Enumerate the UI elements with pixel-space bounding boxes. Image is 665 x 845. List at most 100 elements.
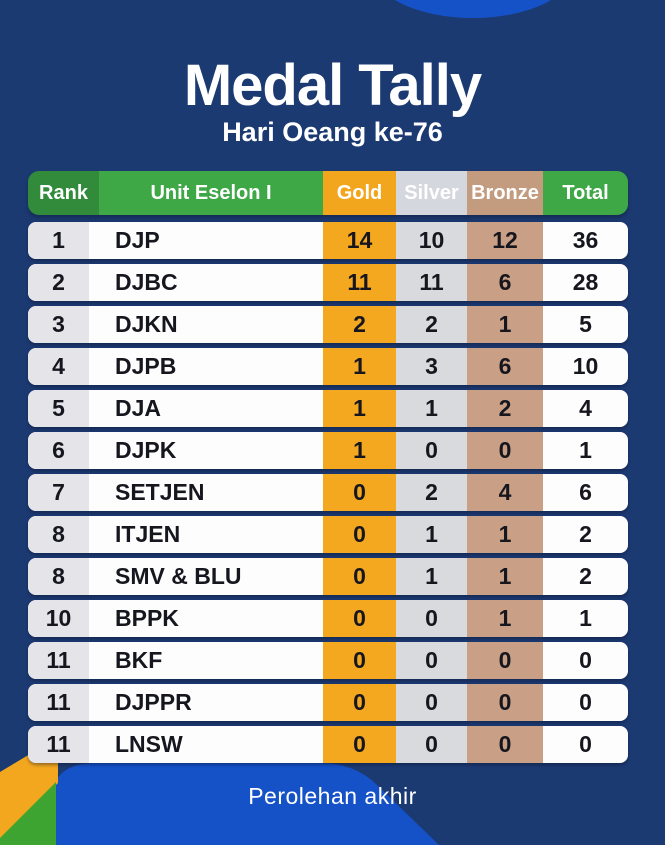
total-cell: 5 [579,311,592,337]
bronze-cell: 1 [467,516,543,553]
column-header-unit: Unit Eselon I [99,171,323,215]
bronze-cell: 0 [467,726,543,763]
gold-cell: 0 [323,558,396,595]
silver-cell: 1 [396,390,467,427]
bronze-cell: 4 [467,474,543,511]
page-subtitle: Hari Oeang ke-76 [222,117,443,147]
silver-cell: 2 [396,474,467,511]
table-row: 11 BKF 0 0 0 0 [28,642,628,679]
total-cell: 0 [579,689,592,715]
bronze-cell: 1 [467,558,543,595]
gold-cell: 0 [323,642,396,679]
silver-cell: 2 [396,306,467,343]
table-row: 1 DJP 14 10 12 36 [28,222,628,259]
gold-cell: 0 [323,684,396,721]
gold-cell: 2 [323,306,396,343]
total-cell: 4 [579,395,592,421]
rank-cell: 4 [28,348,89,385]
total-cell: 2 [579,521,592,547]
unit-cell: DJPK [115,437,177,463]
silver-cell: 10 [396,222,467,259]
bronze-cell: 0 [467,642,543,679]
column-header-bronze: Bronze [467,171,543,215]
unit-cell: DJBC [115,269,178,295]
silver-cell: 3 [396,348,467,385]
rank-cell: 8 [28,558,89,595]
table-row: 4 DJPB 1 3 6 10 [28,348,628,385]
rank-cell: 11 [28,684,89,721]
unit-cell: DJA [115,395,162,421]
unit-cell: SETJEN [115,479,205,505]
rank-cell: 3 [28,306,89,343]
total-cell: 6 [579,479,592,505]
unit-cell: DJKN [115,311,178,337]
unit-cell: BPPK [115,605,179,631]
unit-cell: BKF [115,647,163,673]
bottom-blue-blob-decoration [52,763,439,845]
rank-cell: 5 [28,390,89,427]
rank-cell: 2 [28,264,89,301]
gold-cell: 0 [323,516,396,553]
bronze-cell: 6 [467,348,543,385]
unit-cell: ITJEN [115,521,181,547]
unit-cell: LNSW [115,731,183,757]
column-header-gold: Gold [323,171,396,215]
table-row: 11 LNSW 0 0 0 0 [28,726,628,763]
silver-cell: 0 [396,642,467,679]
rank-cell: 8 [28,516,89,553]
total-cell: 0 [579,731,592,757]
silver-cell: 0 [396,684,467,721]
unit-cell: DJPB [115,353,177,379]
total-cell: 0 [579,647,592,673]
rank-cell: 11 [28,642,89,679]
gold-cell: 11 [323,264,396,301]
bronze-cell: 2 [467,390,543,427]
table-row: 10 BPPK 0 0 1 1 [28,600,628,637]
page-title: Medal Tally [183,53,482,118]
unit-cell: DJPPR [115,689,192,715]
total-cell: 2 [579,563,592,589]
gold-cell: 1 [323,432,396,469]
total-cell: 28 [572,269,599,295]
column-header-total: Total [543,171,628,215]
footer-caption: Perolehan akhir [248,783,417,809]
green-wedge-decoration [0,782,56,845]
total-cell: 1 [579,605,592,631]
medal-tally-table: Rank Unit Eselon I Gold Silver Bronze To… [28,171,628,763]
total-cell: 36 [572,227,599,253]
total-cell: 10 [572,353,599,379]
table-row: 5 DJA 1 1 2 4 [28,390,628,427]
table-row: 11 DJPPR 0 0 0 0 [28,684,628,721]
table-body: 1 DJP 14 10 12 36 2 DJBC 11 11 6 28 3 DJKN 2 2 1 5 4 DJPB 1 3… [28,222,628,763]
gold-cell: 14 [323,222,396,259]
bronze-cell: 6 [467,264,543,301]
gold-cell: 0 [323,726,396,763]
table-row: 3 DJKN 2 2 1 5 [28,306,628,343]
rank-cell: 11 [28,726,89,763]
table-row: 2 DJBC 11 11 6 28 [28,264,628,301]
gold-cell: 1 [323,348,396,385]
table-row: 7 SETJEN 0 2 4 6 [28,474,628,511]
column-header-silver: Silver [396,171,467,215]
gold-cell: 0 [323,474,396,511]
gold-cell: 1 [323,390,396,427]
total-cell: 1 [579,437,592,463]
orange-wedge-decoration [0,748,58,840]
bronze-cell: 12 [467,222,543,259]
silver-cell: 11 [396,264,467,301]
top-blue-ellipse-decoration [394,0,552,18]
rank-cell: 7 [28,474,89,511]
rank-cell: 10 [28,600,89,637]
unit-cell: DJP [115,227,160,253]
bronze-cell: 1 [467,306,543,343]
unit-cell: SMV & BLU [115,563,242,589]
silver-cell: 0 [396,600,467,637]
table-header-row: Rank Unit Eselon I Gold Silver Bronze To… [28,171,628,215]
silver-cell: 0 [396,432,467,469]
table-row: 6 DJPK 1 0 0 1 [28,432,628,469]
table-row: 8 ITJEN 0 1 1 2 [28,516,628,553]
bronze-cell: 0 [467,684,543,721]
rank-cell: 6 [28,432,89,469]
rank-cell: 1 [28,222,89,259]
